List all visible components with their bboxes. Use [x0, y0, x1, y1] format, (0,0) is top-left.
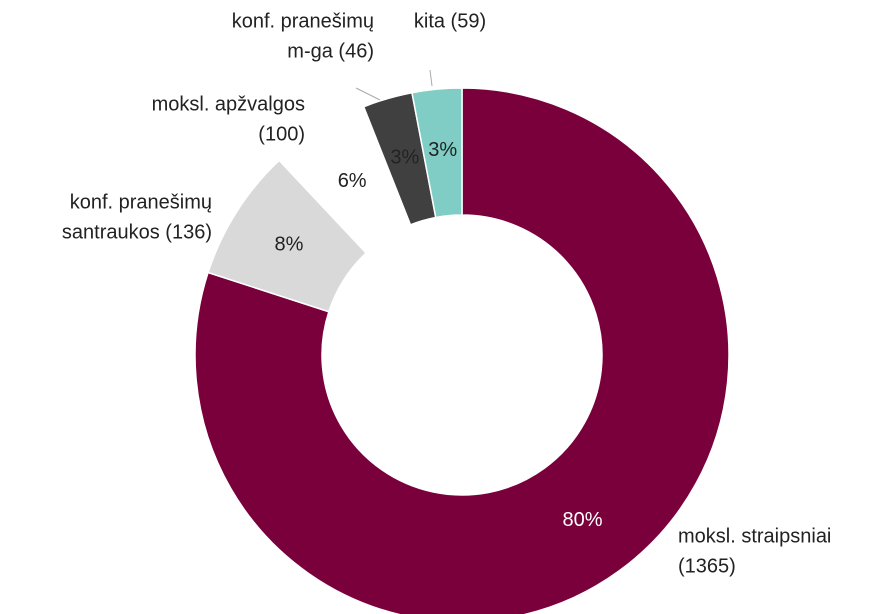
category-label: (100)	[258, 123, 305, 145]
donut-slice	[411, 87, 463, 219]
category-label: m-ga (46)	[287, 40, 374, 62]
category-label: kita (59)	[414, 10, 486, 32]
percent-label: 3%	[428, 139, 457, 161]
percent-label: 8%	[274, 233, 303, 255]
category-label: santraukos (136)	[62, 221, 212, 243]
category-label: konf. pranešimų	[70, 191, 212, 213]
category-label: konf. pranešimų	[232, 10, 374, 32]
category-label: (1365)	[678, 555, 736, 577]
percent-label: 6%	[338, 170, 367, 192]
leader-line	[429, 69, 433, 87]
leader-line	[355, 87, 381, 101]
category-label: moksl. straipsniai	[678, 525, 831, 547]
percent-label: 80%	[562, 509, 602, 531]
percent-label: 3%	[390, 146, 419, 168]
donut-slice	[194, 87, 730, 614]
category-label: moksl. apžvalgos	[152, 93, 305, 115]
